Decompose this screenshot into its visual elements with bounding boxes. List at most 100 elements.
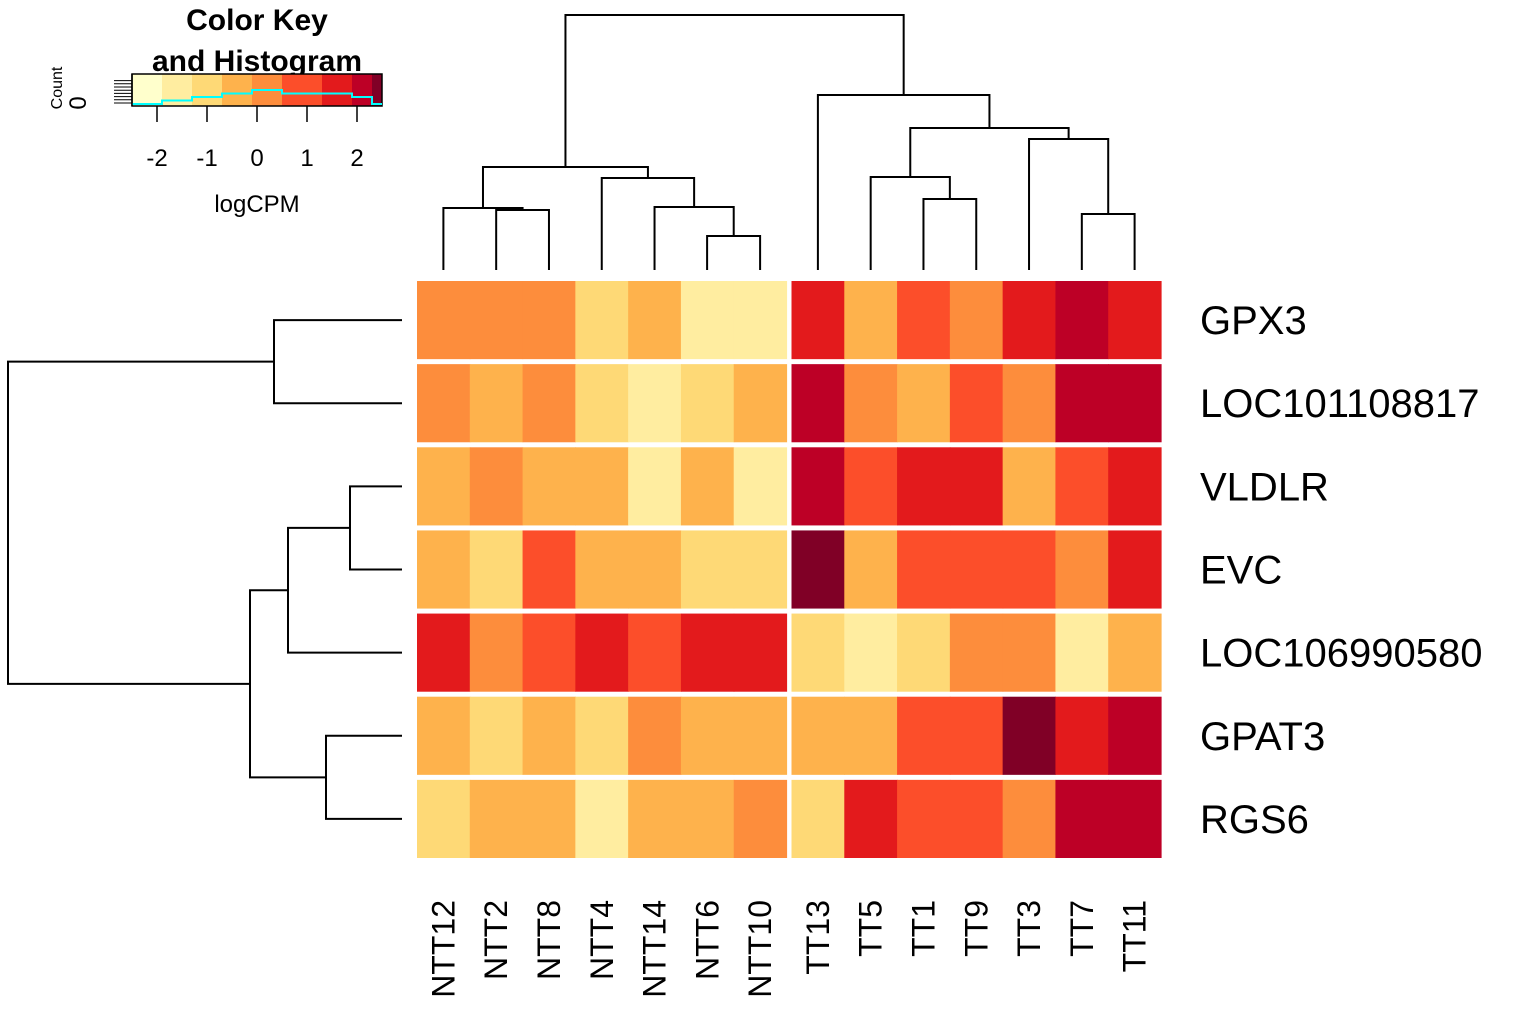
row-label-LOC101108817: LOC101108817: [1200, 382, 1480, 426]
heatmap-cell-GPX3-NTT2: [469, 281, 524, 360]
column-dendrogram-branch: [564, 14, 905, 167]
column-label-TT11: TT11: [1117, 900, 1153, 972]
row-dendrogram-branch: [7, 360, 274, 685]
heatmap-cell-LOC106990580-TT11: [1108, 613, 1162, 692]
heatmap-cell-LOC101108817-NTT8: [522, 364, 576, 443]
heatmap-cell-GPX3-TT1: [897, 281, 951, 360]
heatmap-cell-EVC-NTT12: [417, 530, 471, 609]
heatmap-cell-RGS6-TT11: [1108, 779, 1162, 858]
color-key-count-zero: 0: [65, 96, 92, 109]
heatmap-cell-GPX3-NTT4: [575, 281, 629, 360]
column-label-TT1: TT1: [906, 900, 942, 957]
heatmap-cell-LOC101108817-NTT2: [469, 364, 524, 443]
heatmap-cell-VLDLR-TT13: [791, 447, 845, 526]
color-key-xlabel: logCPM: [214, 191, 299, 218]
heatmap-cell-RGS6-NTT14: [628, 779, 682, 858]
heatmap-cell-RGS6-TT7: [1055, 779, 1109, 858]
heatmap-cell-VLDLR-TT5: [844, 447, 898, 526]
heatmap-cell-EVC-TT5: [844, 530, 898, 609]
heatmap-cell-VLDLR-NTT4: [575, 447, 629, 526]
heatmap-cell-VLDLR-TT9: [949, 447, 1004, 526]
row-dendrogram-branch: [349, 485, 402, 571]
color-key-count-axis: [114, 74, 133, 106]
heatmap-cell-LOC106990580-TT5: [844, 613, 898, 692]
heatmap-cell-VLDLR-NTT10: [733, 447, 788, 526]
heatmap-cell-RGS6-NTT2: [469, 779, 524, 858]
column-label-TT7: TT7: [1064, 900, 1100, 957]
column-label-NTT14: NTT14: [637, 900, 673, 998]
row-labels: GPX3 LOC101108817 VLDLR EVC LOC106990580 GPAT…: [1200, 299, 1482, 842]
heatmap-cell-GPAT3-NTT6: [680, 696, 735, 775]
heatmap-cell-GPX3-NTT12: [417, 281, 471, 360]
heatmap-cell-LOC101108817-TT13: [791, 364, 845, 443]
heatmap-cell-GPX3-NTT8: [522, 281, 576, 360]
color-key-band: [352, 74, 373, 106]
row-label-RGS6: RGS6: [1200, 798, 1309, 842]
heatmap-cell-VLDLR-TT7: [1055, 447, 1109, 526]
column-dendrogram-branch: [1028, 138, 1110, 270]
heatmap-cell-GPAT3-NTT2: [469, 696, 524, 775]
heatmap-cell-EVC-NTT2: [469, 530, 524, 609]
heatmap-cell-GPAT3-TT7: [1055, 696, 1109, 775]
column-dendrogram-branch: [869, 176, 951, 270]
heatmap-cell-LOC106990580-TT13: [791, 613, 845, 692]
row-label-GPAT3: GPAT3: [1200, 715, 1325, 759]
heatmap-cell-GPAT3-NTT4: [575, 696, 629, 775]
heatmap-cell-VLDLR-TT3: [1002, 447, 1057, 526]
column-dendrogram-branch: [600, 177, 696, 270]
row-dendrogram: [7, 319, 402, 820]
color-key-histogram: [132, 89, 382, 105]
heatmap-cell-LOC101108817-NTT12: [417, 364, 471, 443]
heatmap-cell-LOC106990580-TT7: [1055, 613, 1109, 692]
heatmap-cell-RGS6-TT13: [791, 779, 845, 858]
color-key-band: [372, 74, 383, 106]
heatmap-cell-EVC-TT11: [1108, 530, 1162, 609]
heatmap-cell-LOC101108817-NTT6: [680, 364, 735, 443]
color-key-band: [222, 74, 253, 106]
heatmap-cell-GPAT3-TT13: [791, 696, 845, 775]
heatmap-cell-GPX3-TT9: [949, 281, 1004, 360]
heatmap-cell-GPX3-NTT10: [733, 281, 788, 360]
heatmap-cell-EVC-TT13: [791, 530, 845, 609]
row-dendrogram-branch: [273, 319, 402, 405]
heatmap-cell-GPAT3-TT11: [1108, 696, 1162, 775]
heatmap-cell-RGS6-TT3: [1002, 779, 1057, 858]
column-label-TT3: TT3: [1011, 900, 1047, 957]
row-label-LOC106990580: LOC106990580: [1200, 632, 1482, 676]
heatmap-cell-LOC101108817-NTT4: [575, 364, 629, 443]
row-label-VLDLR: VLDLR: [1200, 465, 1329, 509]
heatmap-cell-LOC106990580-NTT14: [628, 613, 682, 692]
color-key-title-line2: and Histogram: [152, 45, 362, 78]
heatmap-cell-VLDLR-NTT6: [680, 447, 735, 526]
row-label-GPX3: GPX3: [1200, 299, 1307, 343]
heatmap-cell-RGS6-NTT6: [680, 779, 735, 858]
color-key: Color Key and Histogram -2 -1 0 1 2 Count 0 …: [49, 4, 383, 218]
column-label-TT9: TT9: [958, 900, 994, 957]
heatmap-cell-GPAT3-NTT8: [522, 696, 576, 775]
heatmap-cell-LOC101108817-TT7: [1055, 364, 1109, 443]
heatmap-cell-GPAT3-NTT12: [417, 696, 471, 775]
heatmap-cell-GPAT3-TT9: [949, 696, 1004, 775]
column-label-TT5: TT5: [853, 900, 889, 957]
column-dendrogram-branch: [922, 198, 978, 270]
heatmap-cell-RGS6-NTT4: [575, 779, 629, 858]
column-dendrogram-branch: [1080, 213, 1136, 270]
heatmap-cell-LOC106990580-NTT2: [469, 613, 524, 692]
heatmap-cell-EVC-NTT6: [680, 530, 735, 609]
row-dendrogram-branch: [325, 734, 402, 820]
heatmap-cell-LOC106990580-NTT6: [680, 613, 735, 692]
color-key-tick-label: 2: [350, 145, 363, 172]
heatmap-cell-EVC-NTT8: [522, 530, 576, 609]
color-key-band: [282, 74, 323, 106]
heatmap-cell-GPAT3-NTT14: [628, 696, 682, 775]
heatmap-cell-LOC101108817-TT3: [1002, 364, 1057, 443]
heatmap-cells: [417, 281, 1162, 858]
column-dendrogram-branch: [495, 209, 550, 270]
column-label-TT13: TT13: [800, 900, 836, 975]
heatmap-cell-VLDLR-NTT8: [522, 447, 576, 526]
color-key-title-line1: Color Key: [186, 4, 328, 37]
heatmap-cell-VLDLR-NTT2: [469, 447, 524, 526]
heatmap-cell-EVC-TT7: [1055, 530, 1109, 609]
heatmap-cell-EVC-NTT10: [733, 530, 788, 609]
